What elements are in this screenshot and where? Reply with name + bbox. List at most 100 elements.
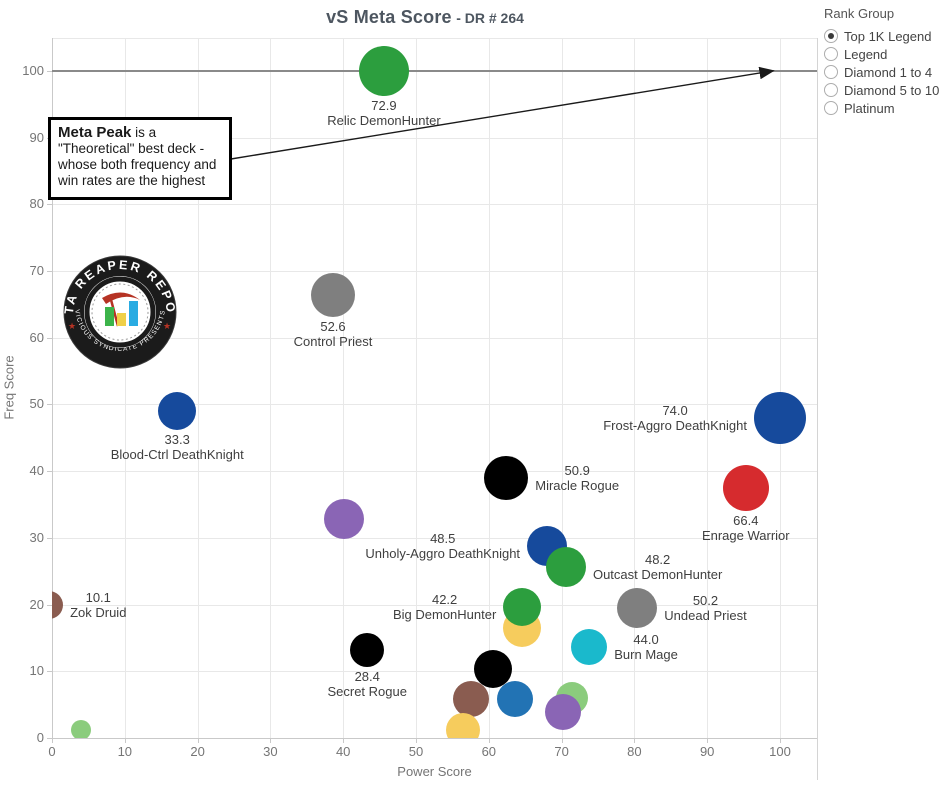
logo-star-left-icon: ★ [68, 321, 76, 331]
bubble-enrage-warrior[interactable] [722, 464, 769, 511]
gridline-y-50 [52, 404, 817, 406]
x-tick-label: 30 [263, 744, 278, 759]
x-tick-label: 100 [769, 744, 791, 759]
rank-group-title: Rank Group [824, 6, 895, 21]
annotation-bold-text: Meta Peak [58, 124, 132, 141]
y-tick-mark [47, 671, 52, 673]
x-tick-mark [124, 738, 126, 743]
gridline-y-30 [52, 537, 817, 539]
bubble-frost-aggro-deathknight[interactable] [754, 391, 806, 444]
rank-group-option-top-1k-legend[interactable]: Top 1K Legend [824, 27, 942, 45]
radio-button-icon[interactable] [824, 65, 838, 79]
bubble-undead-priest[interactable] [617, 587, 658, 628]
x-tick-label: 20 [190, 744, 205, 759]
x-tick-label: 60 [481, 744, 497, 759]
bubble-control-priest[interactable] [311, 272, 355, 317]
bubble-unlabeled[interactable] [446, 712, 481, 738]
x-tick-label: 80 [627, 744, 642, 759]
x-tick-label: 40 [335, 744, 351, 759]
gridline-x-70 [561, 38, 563, 738]
gridline-y-10 [52, 671, 817, 673]
x-tick-mark [634, 738, 636, 743]
annotation-text: is a "Theoretical" best deck - whose bot… [58, 125, 217, 188]
x-tick-mark [343, 738, 345, 743]
x-tick-label: 10 [117, 744, 133, 759]
rank-group-option-label: Diamond 1 to 4 [844, 64, 933, 80]
bubble-unlabeled[interactable] [71, 719, 92, 738]
y-tick-label: 10 [29, 663, 44, 679]
y-tick-mark [47, 70, 52, 72]
bubble-zok-druid[interactable] [52, 591, 64, 620]
chart-title: vS Meta Score [326, 7, 452, 27]
meta-peak-annotation: Meta Peak is a "Theoretical" best deck -… [48, 117, 232, 200]
x-tick-label: 0 [48, 744, 56, 759]
radio-button-icon[interactable] [824, 47, 838, 61]
bubble-burn-mage[interactable] [571, 629, 608, 666]
bubble-unlabeled[interactable] [497, 681, 533, 718]
y-tick-label: 100 [22, 62, 44, 78]
bubble-unlabeled[interactable] [474, 650, 513, 689]
rank-group-option-platinum[interactable]: Platinum [824, 99, 942, 117]
x-tick-mark [561, 738, 563, 743]
rank-group-options: Top 1K Legend Legend Diamond 1 to 4 Diamond… [824, 27, 942, 117]
x-tick-label: 50 [408, 744, 424, 759]
y-tick-mark [47, 471, 52, 473]
bubble-unlabeled[interactable] [453, 681, 490, 718]
x-tick-mark [270, 738, 272, 743]
bubble-blood-ctrl-deathknight[interactable] [158, 392, 197, 431]
bubble-big-demonhunter[interactable] [503, 588, 542, 627]
x-tick-mark [488, 738, 490, 743]
rank-group-option-diamond-1-to-4[interactable]: Diamond 1 to 4 [824, 63, 942, 81]
rank-group-option-label: Diamond 5 to 10 [844, 82, 940, 98]
y-tick-label: 70 [29, 262, 44, 278]
gridline-x-20 [197, 38, 199, 738]
gridline-y-80 [52, 204, 817, 206]
gridline-x-40 [343, 38, 345, 738]
scatter-plot-area [52, 38, 817, 738]
radio-button-icon[interactable] [824, 101, 838, 115]
rank-group-option-diamond-5-to-10[interactable]: Diamond 5 to 10 [824, 81, 942, 99]
bubble-secret-rogue[interactable] [350, 632, 385, 667]
rank-group-option-legend[interactable]: Legend [824, 45, 942, 63]
gridline-x-30 [270, 38, 272, 738]
data-reaper-report-logo: DATA REAPER REPORT VICIOUS SYNDICATE PRE… [62, 255, 177, 369]
gridline-y-40 [52, 471, 817, 473]
y-tick-label: 30 [29, 529, 44, 545]
bubble-relic-demonhunter[interactable] [358, 45, 409, 96]
x-tick-mark [52, 738, 53, 743]
logo-bar-chart-icon [105, 301, 138, 326]
page-title: vS Meta Score - DR # 264 [0, 7, 850, 28]
y-tick-label: 60 [29, 329, 44, 345]
bubble-miracle-rogue[interactable] [484, 455, 529, 500]
x-tick-mark [416, 738, 417, 743]
radio-button-icon[interactable] [824, 83, 838, 97]
y-tick-mark [47, 404, 52, 406]
rank-group-option-label: Top 1K Legend [844, 28, 932, 44]
y-tick-label: 40 [29, 463, 44, 479]
rank-group-option-label: Platinum [844, 100, 895, 116]
y-tick-mark [47, 337, 52, 339]
x-axis-title: Power Score [397, 764, 472, 779]
gridline-y-70 [52, 270, 817, 272]
gridline-x-90 [707, 38, 709, 738]
y-tick-mark [47, 604, 52, 606]
x-tick-mark [197, 738, 199, 743]
y-tick-label: 20 [29, 596, 44, 612]
gridline-x-80 [634, 38, 636, 738]
plot-right-border [817, 38, 818, 780]
gridline-x-60 [488, 38, 490, 738]
bubble-outcast-demonhunter[interactable] [545, 547, 586, 588]
gridline-y-20 [52, 604, 817, 606]
x-axis-line [52, 738, 817, 739]
y-tick-mark [47, 204, 52, 206]
bubble-unlabeled[interactable] [323, 499, 364, 540]
y-tick-label: 80 [29, 196, 44, 212]
bubble-unlabeled[interactable] [545, 693, 582, 730]
gridline-x-50 [416, 38, 417, 738]
x-tick-label: 70 [554, 744, 569, 759]
y-tick-mark [47, 738, 52, 739]
radio-button-icon[interactable] [824, 29, 838, 43]
logo-scythe-icon [102, 292, 140, 304]
rank-group-filter: Rank Group Top 1K Legend Legend Diamond 1 … [824, 6, 942, 117]
